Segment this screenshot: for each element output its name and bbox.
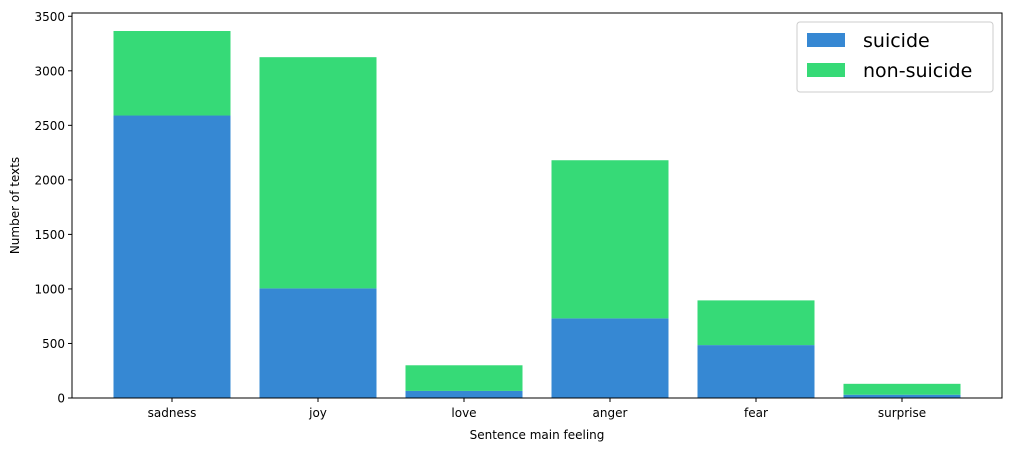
bar-suicide-joy <box>259 288 377 398</box>
bars-layer <box>113 30 961 399</box>
bar-non-suicide-fear <box>697 300 815 346</box>
x-tick-label: fear <box>744 406 768 420</box>
y-tick-label: 1000 <box>34 282 65 296</box>
x-axis: sadness joy love anger fear surprise <box>148 398 926 420</box>
bar-suicide-anger <box>551 318 669 398</box>
legend-swatch-non-suicide <box>807 63 845 77</box>
legend-label-suicide: suicide <box>863 30 930 52</box>
bar-non-suicide-sadness <box>113 30 231 116</box>
x-tick-label: love <box>451 406 476 420</box>
bar-non-suicide-love <box>405 365 523 391</box>
y-tick-label: 3500 <box>34 10 65 24</box>
legend-frame <box>796 21 994 93</box>
x-tick-label: joy <box>308 406 327 420</box>
y-tick-label: 2000 <box>34 173 65 187</box>
y-tick-label: 0 <box>57 392 65 406</box>
bar-non-suicide-joy <box>259 57 377 289</box>
bar-non-suicide-surprise <box>843 383 961 395</box>
y-tick-label: 500 <box>42 337 65 351</box>
bar-suicide-surprise <box>843 394 961 398</box>
legend: suicide non-suicide <box>796 21 994 93</box>
x-tick-label: sadness <box>148 406 197 420</box>
x-tick-label: surprise <box>878 406 926 420</box>
y-tick-label: 2500 <box>34 119 65 133</box>
bar-non-suicide-anger <box>551 160 669 319</box>
bar-suicide-fear <box>697 345 815 398</box>
legend-label-non-suicide: non-suicide <box>863 60 972 82</box>
plot-frame <box>71 12 1003 399</box>
legend-swatch-suicide <box>807 33 845 47</box>
bar-suicide-sadness <box>113 115 231 399</box>
y-axis-label: Number of texts <box>8 157 22 254</box>
x-axis-label: Sentence main feeling <box>470 428 605 442</box>
x-tick-label: anger <box>593 406 628 420</box>
y-tick-label: 1500 <box>34 228 65 242</box>
bar-suicide-love <box>405 390 523 398</box>
y-tick-label: 3000 <box>34 64 65 78</box>
y-axis: 0 500 1000 1500 2000 2500 3000 3500 <box>34 10 72 406</box>
